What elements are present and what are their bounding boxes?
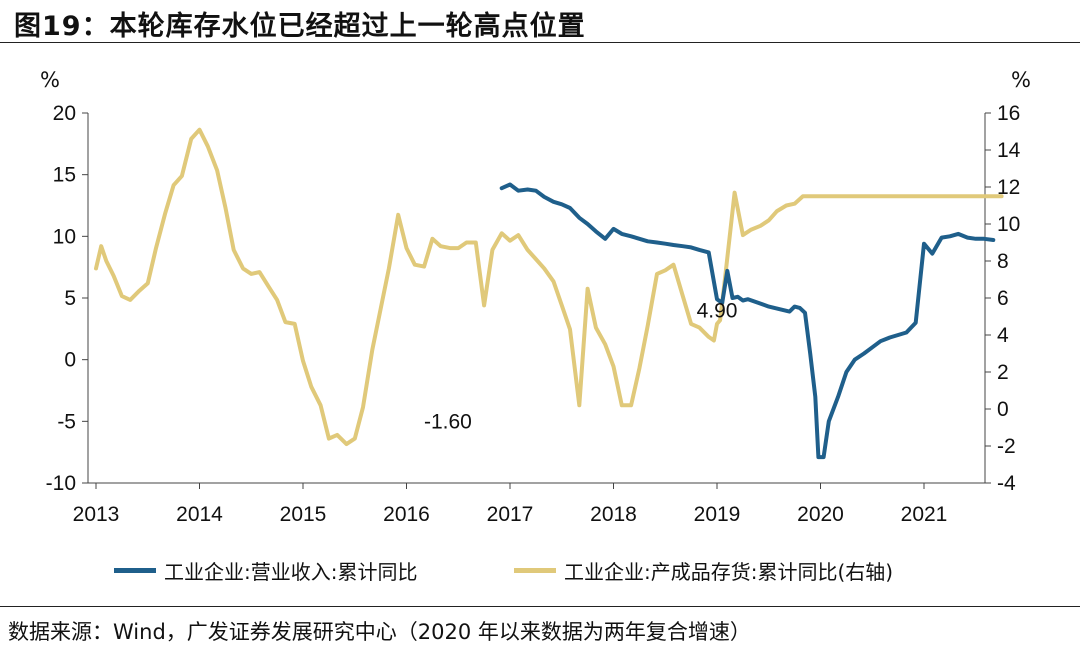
right-tick-label: -4	[997, 472, 1016, 495]
legend-item-inventory: 工业企业:产成品存货:累计同比(右轴)	[514, 556, 893, 585]
left-tick-label: 5	[64, 287, 76, 310]
legend-swatch-revenue	[114, 568, 156, 573]
series-line-revenue	[499, 182, 996, 460]
right-tick-label: 8	[997, 250, 1009, 273]
data-label-annotation: 4.90	[697, 299, 738, 322]
x-tick-label: 2020	[797, 503, 844, 526]
x-tick-label: 2018	[590, 503, 637, 526]
legend-label-inventory: 工业企业:产成品存货:累计同比(右轴)	[564, 560, 894, 584]
right-tick-label: 10	[997, 213, 1020, 236]
left-tick-label: 20	[53, 102, 76, 125]
x-tick-label: 2021	[901, 503, 948, 526]
right-tick-label: 4	[997, 324, 1009, 347]
right-tick-label: 6	[997, 287, 1009, 310]
x-tick-label: 2019	[694, 503, 741, 526]
series-line-inventory	[94, 127, 1004, 447]
figure-title: 图19：本轮库存水位已经超过上一轮高点位置	[14, 11, 586, 42]
left-tick-label: 15	[53, 164, 76, 187]
x-tick-label: 2014	[176, 503, 223, 526]
right-tick-label: 0	[997, 398, 1009, 421]
data-label-annotation: -1.60	[424, 410, 472, 433]
left-tick-label: -10	[46, 472, 76, 495]
left-axis-unit: %	[40, 68, 60, 92]
left-tick-label: 0	[64, 349, 76, 372]
right-tick-label: 16	[997, 102, 1020, 125]
left-tick-label: -5	[57, 410, 76, 433]
legend-swatch-inventory	[514, 568, 556, 573]
source-note: 数据来源：Wind，广发证券发展研究中心（2020 年以来数据为两年复合增速）	[8, 620, 751, 644]
right-tick-label: 14	[997, 139, 1021, 162]
x-tick-label: 2015	[280, 503, 327, 526]
right-tick-label: 2	[997, 361, 1009, 384]
x-tick-label: 2016	[383, 503, 430, 526]
legend: 工业企业:营业收入:累计同比 工业企业:产成品存货:累计同比(右轴)	[0, 556, 1080, 586]
x-tick-label: 2017	[487, 503, 534, 526]
title-divider	[0, 42, 1080, 43]
x-tick-label: 2013	[73, 503, 120, 526]
source-divider	[0, 606, 1080, 607]
legend-item-revenue: 工业企业:营业收入:累计同比	[114, 556, 417, 585]
right-axis-unit: %	[1011, 68, 1031, 92]
left-tick-label: 10	[53, 225, 76, 248]
right-tick-label: 12	[997, 176, 1020, 199]
right-tick-label: -2	[997, 435, 1016, 458]
legend-label-revenue: 工业企业:营业收入:累计同比	[164, 560, 418, 584]
